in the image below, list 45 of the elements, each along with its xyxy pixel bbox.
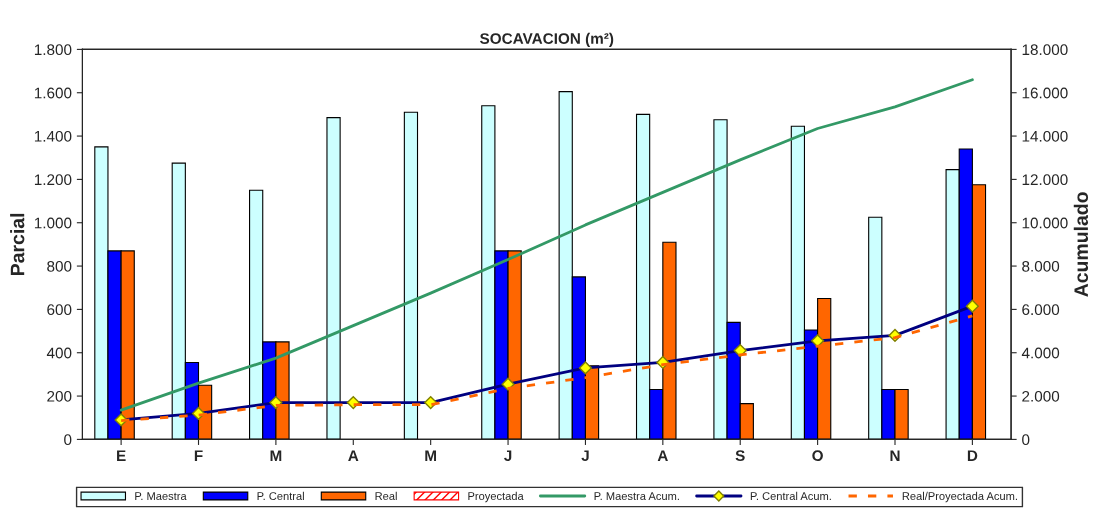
y2-tick-label: 0 [1022,434,1030,446]
legend-label: Real [375,491,397,500]
line-series [119,78,974,412]
y-tick-label: 1.200 [34,174,72,186]
legend-label: P. Maestra Acum. [594,492,679,500]
y-tick-label: 1.600 [34,87,72,99]
legend-label: P. Maestra [135,492,187,500]
x-tick-label: F [194,450,203,461]
y2-tick-label: 6.000 [1022,304,1060,316]
y2-tick-label: 8.000 [1022,260,1060,272]
x-tick-label: O [812,450,823,462]
bar [403,111,419,440]
x-tick-label: M [270,450,282,461]
y2-tick-label: 2.000 [1022,390,1060,402]
legend-label: P. Central [257,491,304,500]
chart-title: SOCAVACION (m²) [479,32,614,48]
y2-tick-label: 16.000 [1022,87,1068,99]
x-tick-label: D [967,450,978,461]
y-tick-label: 600 [47,304,72,316]
legend-label: Real/Proyectada Acum. [902,491,1017,503]
x-tick-label: E [117,450,126,461]
y2-tick-label: 10.000 [1022,217,1068,229]
bar [326,117,341,440]
y2-tick-label: 12.000 [1022,174,1068,186]
y-axis-title: Parcial [10,213,25,275]
y-tick-label: 800 [47,260,72,272]
x-tick-label: J [504,450,512,462]
x-tick-label: S [735,450,745,462]
x-tick-label: N [890,450,900,461]
legend-label: Proyectada [468,491,524,503]
x-tick-label: M [425,450,437,461]
y-tick-label: 0 [64,434,72,446]
x-tick-label: A [348,450,359,461]
y-tick-label: 200 [47,390,72,402]
y2-axis-title: Acumulado [1073,192,1089,297]
y-tick-label: 400 [46,347,72,359]
y2-tick-label: 18.000 [1022,44,1068,56]
y2-tick-label: 4.000 [1021,347,1060,359]
y-tick-label: 1.000 [34,217,72,229]
x-tick-label: A [657,450,668,461]
y-tick-label: 1.400 [34,130,72,142]
y2-tick-label: 14.000 [1022,130,1068,142]
x-tick-label: J [581,450,589,462]
legend-label: P. Central Acum. [750,491,831,500]
y-tick-label: 1.800 [34,44,72,56]
